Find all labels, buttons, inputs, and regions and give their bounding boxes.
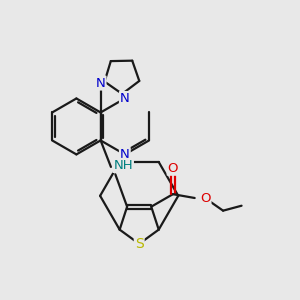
Text: O: O — [200, 191, 211, 205]
Text: NH: NH — [113, 159, 133, 172]
Text: S: S — [135, 237, 144, 251]
Text: N: N — [120, 92, 130, 105]
Text: O: O — [168, 162, 178, 175]
Text: N: N — [96, 76, 106, 89]
Text: N: N — [120, 148, 130, 161]
